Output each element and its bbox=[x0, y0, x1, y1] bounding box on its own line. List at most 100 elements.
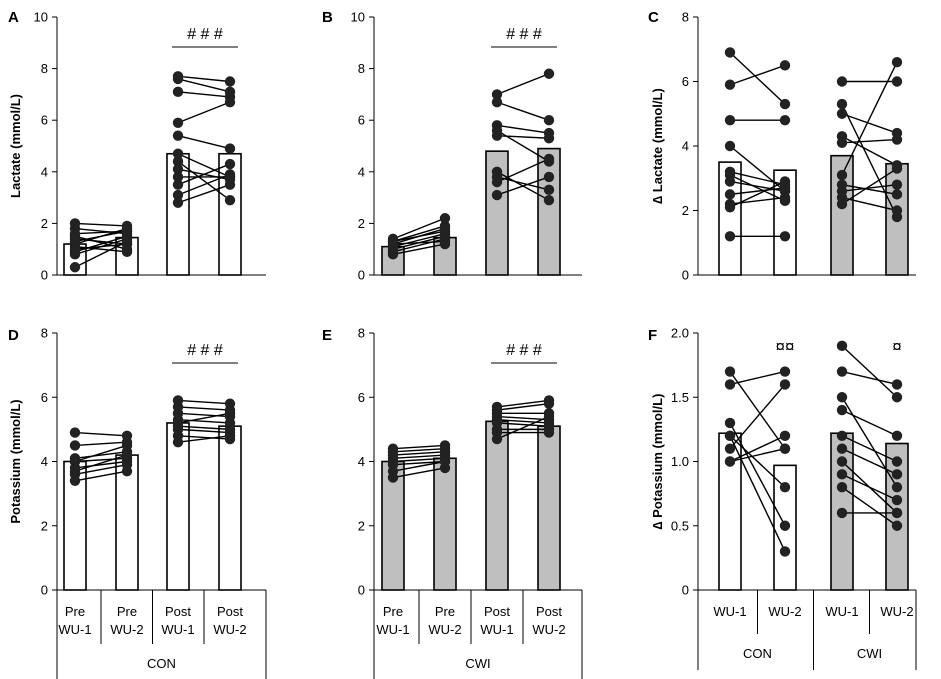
bar bbox=[773, 169, 797, 276]
data-point bbox=[172, 156, 184, 167]
y-tick-label: 0.5 bbox=[671, 518, 689, 533]
data-point bbox=[439, 236, 451, 247]
data-point bbox=[891, 482, 903, 493]
data-point bbox=[172, 179, 184, 190]
data-point bbox=[779, 379, 791, 390]
y-axis-label: Potassium (mmol/L) bbox=[8, 399, 23, 523]
data-point bbox=[439, 462, 451, 474]
data-point bbox=[491, 176, 503, 188]
data-point bbox=[836, 392, 848, 403]
x-group-label: CON bbox=[743, 646, 772, 661]
paired-line bbox=[392, 447, 446, 453]
paired-line bbox=[729, 435, 786, 488]
data-point bbox=[172, 117, 184, 128]
bar bbox=[485, 150, 509, 276]
data-point bbox=[69, 465, 81, 477]
paired-line bbox=[177, 75, 231, 83]
data-point bbox=[543, 115, 555, 126]
y-axis-label: ∆ Potassium (mmol/L) bbox=[650, 394, 665, 530]
data-point bbox=[387, 249, 399, 260]
significance-label: # # # bbox=[506, 26, 542, 43]
y-tick-label: 4 bbox=[358, 454, 365, 469]
data-point bbox=[779, 366, 791, 377]
data-point bbox=[724, 443, 736, 454]
paired-line bbox=[841, 135, 898, 166]
paired-line bbox=[841, 486, 898, 527]
paired-line bbox=[729, 171, 786, 186]
significance-label: # # # bbox=[506, 342, 542, 359]
paired-line bbox=[841, 61, 898, 176]
data-point bbox=[779, 430, 791, 441]
bar bbox=[537, 147, 561, 276]
panel-letter: A bbox=[8, 9, 19, 26]
data-point bbox=[724, 115, 736, 126]
paired-line bbox=[177, 406, 231, 411]
paired-line bbox=[392, 454, 446, 459]
paired-line bbox=[729, 180, 786, 208]
data-point bbox=[891, 392, 903, 403]
paired-line bbox=[177, 101, 231, 124]
marker-label: ¤¤ bbox=[776, 337, 795, 356]
paired-line bbox=[729, 370, 786, 386]
data-point bbox=[439, 213, 451, 224]
panel-letter: C bbox=[648, 9, 659, 26]
y-tick-label: 2.0 bbox=[671, 326, 689, 341]
panel-letter: D bbox=[8, 327, 19, 344]
data-point bbox=[891, 76, 903, 87]
x-category-label: Post bbox=[165, 604, 191, 619]
data-point bbox=[224, 158, 236, 170]
y-tick-label: 6 bbox=[682, 74, 689, 89]
data-point bbox=[836, 198, 848, 210]
x-category-label: WU-2 bbox=[768, 604, 801, 619]
data-point bbox=[69, 427, 81, 438]
panel-e: E 0 2 4 6 8 # # # Pre WU-1 Pre WU-2 Post WU-1 Post WU-… bbox=[322, 326, 583, 679]
bar bbox=[485, 420, 509, 591]
data-point bbox=[836, 169, 848, 181]
x-category-label: WU-1 bbox=[713, 604, 746, 619]
data-point bbox=[172, 148, 184, 159]
paired-line bbox=[74, 222, 128, 227]
y-tick-label: 0 bbox=[682, 268, 689, 283]
x-category-label: Post bbox=[484, 604, 510, 619]
data-point bbox=[543, 411, 555, 422]
paired-line bbox=[177, 173, 231, 196]
data-point bbox=[69, 456, 81, 467]
x-category-label: Pre bbox=[435, 604, 455, 619]
y-tick-label: 2 bbox=[682, 203, 689, 218]
paired-line bbox=[841, 396, 898, 488]
data-point bbox=[779, 176, 791, 187]
paired-line bbox=[392, 451, 446, 456]
data-point bbox=[69, 236, 81, 247]
data-point bbox=[836, 456, 848, 467]
data-point bbox=[172, 189, 184, 201]
data-point bbox=[779, 60, 791, 71]
data-point bbox=[387, 238, 399, 250]
panel-b: B 0 2 4 6 8 10 # # # bbox=[322, 9, 582, 283]
y-tick-label: 0 bbox=[41, 583, 48, 598]
y-tick-label: 0 bbox=[41, 268, 48, 283]
data-point bbox=[836, 443, 848, 454]
data-point bbox=[724, 417, 736, 429]
data-point bbox=[779, 482, 791, 493]
paired-line bbox=[496, 134, 550, 139]
paired-line bbox=[496, 415, 550, 421]
x-category-label: WU-2 bbox=[880, 604, 913, 619]
paired-line bbox=[392, 240, 446, 245]
significance-label: # # # bbox=[187, 26, 223, 43]
data-point bbox=[224, 86, 236, 98]
y-tick-label: 10 bbox=[351, 10, 365, 25]
data-point bbox=[779, 192, 791, 203]
data-point bbox=[224, 408, 236, 419]
y-tick-label: 4 bbox=[41, 164, 48, 179]
data-point bbox=[891, 469, 903, 480]
paired-line bbox=[496, 176, 550, 191]
data-point bbox=[387, 472, 399, 483]
paired-line bbox=[841, 435, 898, 463]
data-point bbox=[172, 197, 184, 208]
y-axis-label: ∆ Lactate (mmol/L) bbox=[650, 88, 665, 204]
paired-line bbox=[841, 448, 898, 475]
data-point bbox=[543, 427, 555, 438]
paired-line bbox=[392, 243, 446, 256]
paired-line bbox=[841, 103, 898, 218]
data-point bbox=[491, 189, 503, 201]
